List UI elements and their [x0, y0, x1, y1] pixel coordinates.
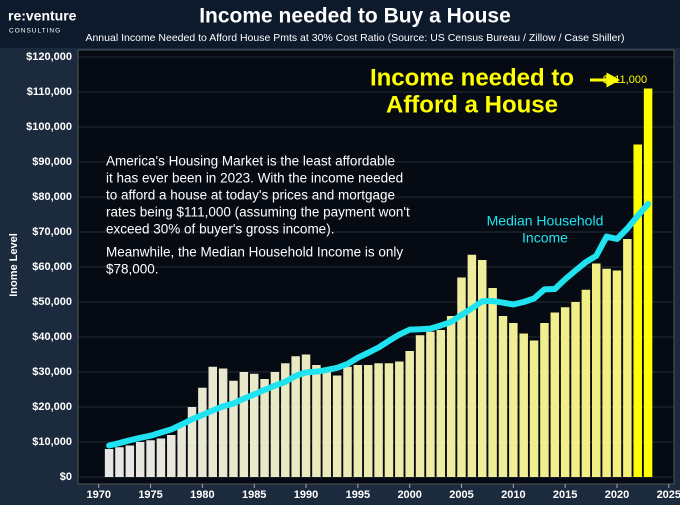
y-tick-label: $110,000	[27, 86, 72, 98]
series-label: Median Household	[487, 213, 604, 229]
bar	[540, 323, 549, 477]
bar	[146, 440, 155, 477]
bar	[332, 375, 342, 477]
x-tick-label: 1975	[138, 489, 162, 501]
bar	[177, 424, 186, 477]
x-tick-label: 2010	[501, 489, 525, 501]
y-tick-label: $60,000	[32, 261, 72, 273]
bar	[353, 365, 363, 477]
bar	[156, 438, 166, 477]
bar	[623, 239, 632, 477]
bar	[249, 373, 259, 477]
y-tick-label: $70,000	[32, 226, 72, 238]
bar	[488, 288, 497, 477]
bar	[218, 368, 228, 477]
bar	[457, 277, 466, 477]
x-tick-label: 1995	[346, 489, 370, 501]
line	[106, 201, 652, 449]
bar	[519, 333, 528, 477]
bar	[415, 335, 425, 477]
bar	[187, 407, 197, 477]
brand: re:venture	[8, 8, 77, 24]
bar	[581, 289, 591, 477]
bar	[571, 302, 580, 477]
bar	[612, 270, 622, 477]
bar	[446, 316, 456, 477]
bar	[115, 447, 124, 477]
bar	[436, 330, 446, 477]
bar	[343, 366, 352, 477]
bar	[322, 372, 332, 477]
annotation: rates being $111,000 (assuming the payme…	[106, 205, 410, 220]
annotation: exceed 30% of buyer's gross income).	[106, 222, 334, 237]
bar	[374, 363, 383, 477]
x-tick-label: 2000	[397, 489, 421, 501]
series-label: Income needed to	[370, 64, 574, 91]
bar	[395, 361, 404, 477]
bar	[104, 449, 114, 477]
x-tick-label: 1980	[190, 489, 214, 501]
bar	[550, 312, 560, 477]
bar	[363, 365, 373, 477]
x-tick-label: 1990	[294, 489, 318, 501]
y-tick-label: $90,000	[32, 156, 72, 168]
bar	[592, 263, 601, 477]
y-tick-label: $120,000	[26, 51, 72, 63]
bar	[405, 351, 414, 477]
y-tick-label: $30,000	[32, 366, 72, 378]
y-tick-label: $0	[60, 471, 72, 483]
bar	[229, 380, 238, 477]
annotation: Meanwhile, the Median Household Income i…	[106, 245, 403, 260]
series-label: Income	[522, 230, 568, 246]
chart-title: Income needed to Buy a House	[199, 5, 511, 28]
x-tick-label: 2025	[657, 489, 680, 501]
chart-subtitle: Annual Income Needed to Afford House Pmt…	[85, 32, 624, 44]
brand-sub: CONSULTING	[9, 28, 61, 35]
bar	[426, 331, 435, 477]
bar	[498, 316, 508, 477]
x-tick-label: 1985	[242, 489, 266, 501]
y-tick-label: $50,000	[32, 296, 72, 308]
bar	[560, 307, 570, 477]
bar	[208, 366, 217, 477]
bar	[301, 354, 311, 477]
bar	[643, 88, 653, 477]
bar	[602, 268, 611, 477]
bar	[633, 144, 642, 477]
bar	[509, 323, 518, 477]
bar	[270, 372, 280, 477]
bar	[125, 445, 135, 477]
series-label: Afford a House	[386, 91, 558, 118]
bar	[198, 387, 207, 477]
bar	[477, 260, 487, 477]
x-tick-label: 2005	[449, 489, 473, 501]
x-tick-label: 2020	[605, 489, 629, 501]
bar	[281, 363, 290, 477]
bar	[239, 372, 249, 477]
bar	[135, 442, 145, 477]
x-tick-label: 2015	[553, 489, 577, 501]
bar	[529, 340, 539, 477]
annotation: it has ever been in 2023. With the incom…	[106, 171, 403, 186]
y-axis-label: Inome Level	[8, 233, 20, 297]
bar	[467, 254, 477, 477]
y-tick-label: $40,000	[32, 331, 72, 343]
bar	[312, 365, 321, 477]
y-tick-label: $10,000	[32, 436, 72, 448]
arrow	[590, 72, 621, 88]
bar	[260, 379, 269, 477]
bar	[167, 435, 176, 477]
y-tick-label: $80,000	[32, 191, 72, 203]
annotation: America's Housing Market is the least af…	[106, 154, 395, 169]
header	[0, 0, 680, 48]
annotation: $78,000.	[106, 262, 159, 277]
y-tick-label: $100,000	[26, 121, 72, 133]
y-tick-label: $20,000	[32, 401, 72, 413]
x-tick-label: 1970	[86, 489, 110, 501]
bar	[384, 363, 394, 477]
bar	[291, 356, 300, 477]
annotation: to afford a house at today's prices and …	[106, 188, 395, 203]
